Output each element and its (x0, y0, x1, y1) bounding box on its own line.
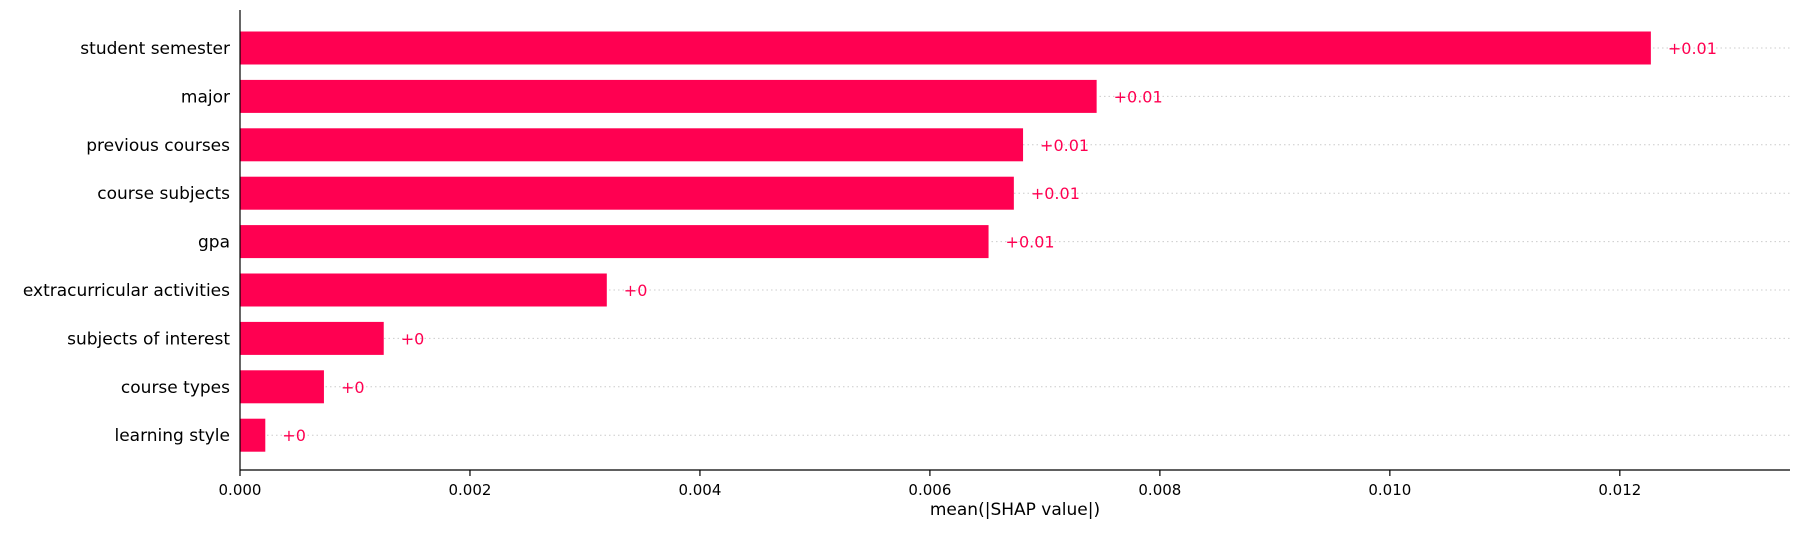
bar-value-label: +0.01 (1031, 184, 1080, 203)
category-label: student semester (80, 39, 230, 59)
category-label: major (181, 87, 230, 107)
axes (239, 10, 1790, 471)
bar-value-label: +0.01 (1114, 87, 1163, 106)
x-tick-label: 0.004 (678, 481, 721, 499)
bar-value-label: +0.01 (1006, 233, 1055, 252)
category-labels: student semester major previous courses cou… (23, 39, 230, 446)
bar (240, 225, 989, 259)
x-tick-label: 0.008 (1138, 481, 1181, 499)
x-ticks: 0.000 0.002 0.004 0.006 0.008 0.010 0.012 (219, 470, 1641, 499)
bar (240, 128, 1024, 162)
category-label: course subjects (97, 184, 230, 204)
category-label: previous courses (86, 136, 230, 156)
x-axis-title: mean(|SHAP value|) (930, 500, 1100, 520)
bar (240, 31, 1651, 65)
x-tick-label: 0.010 (1368, 481, 1411, 499)
bar-value-label: +0 (401, 329, 425, 348)
bars (240, 31, 1651, 452)
bar (240, 273, 607, 307)
bar-value-label: +0 (341, 378, 365, 397)
x-tick-label: 0.000 (219, 481, 262, 499)
bar (240, 321, 384, 355)
category-label: subjects of interest (67, 329, 230, 349)
x-tick-label: 0.012 (1598, 481, 1641, 499)
category-label: extracurricular activities (23, 281, 230, 301)
bar-value-label: +0.01 (1040, 136, 1089, 155)
bar (240, 418, 266, 452)
data-labels: +0.01 +0.01 +0.01 +0.01 +0.01 +0 +0 +0 +0 (282, 39, 1717, 445)
category-label: course types (121, 378, 230, 398)
bar (240, 176, 1014, 210)
bar-value-label: +0.01 (1668, 39, 1717, 58)
bar-value-label: +0 (282, 426, 306, 445)
bar (240, 79, 1097, 113)
bar (240, 370, 324, 404)
x-tick-label: 0.002 (448, 481, 491, 499)
x-tick-label: 0.006 (908, 481, 951, 499)
bar-value-label: +0 (624, 281, 648, 300)
category-label: learning style (114, 426, 230, 446)
category-label: gpa (198, 233, 230, 253)
